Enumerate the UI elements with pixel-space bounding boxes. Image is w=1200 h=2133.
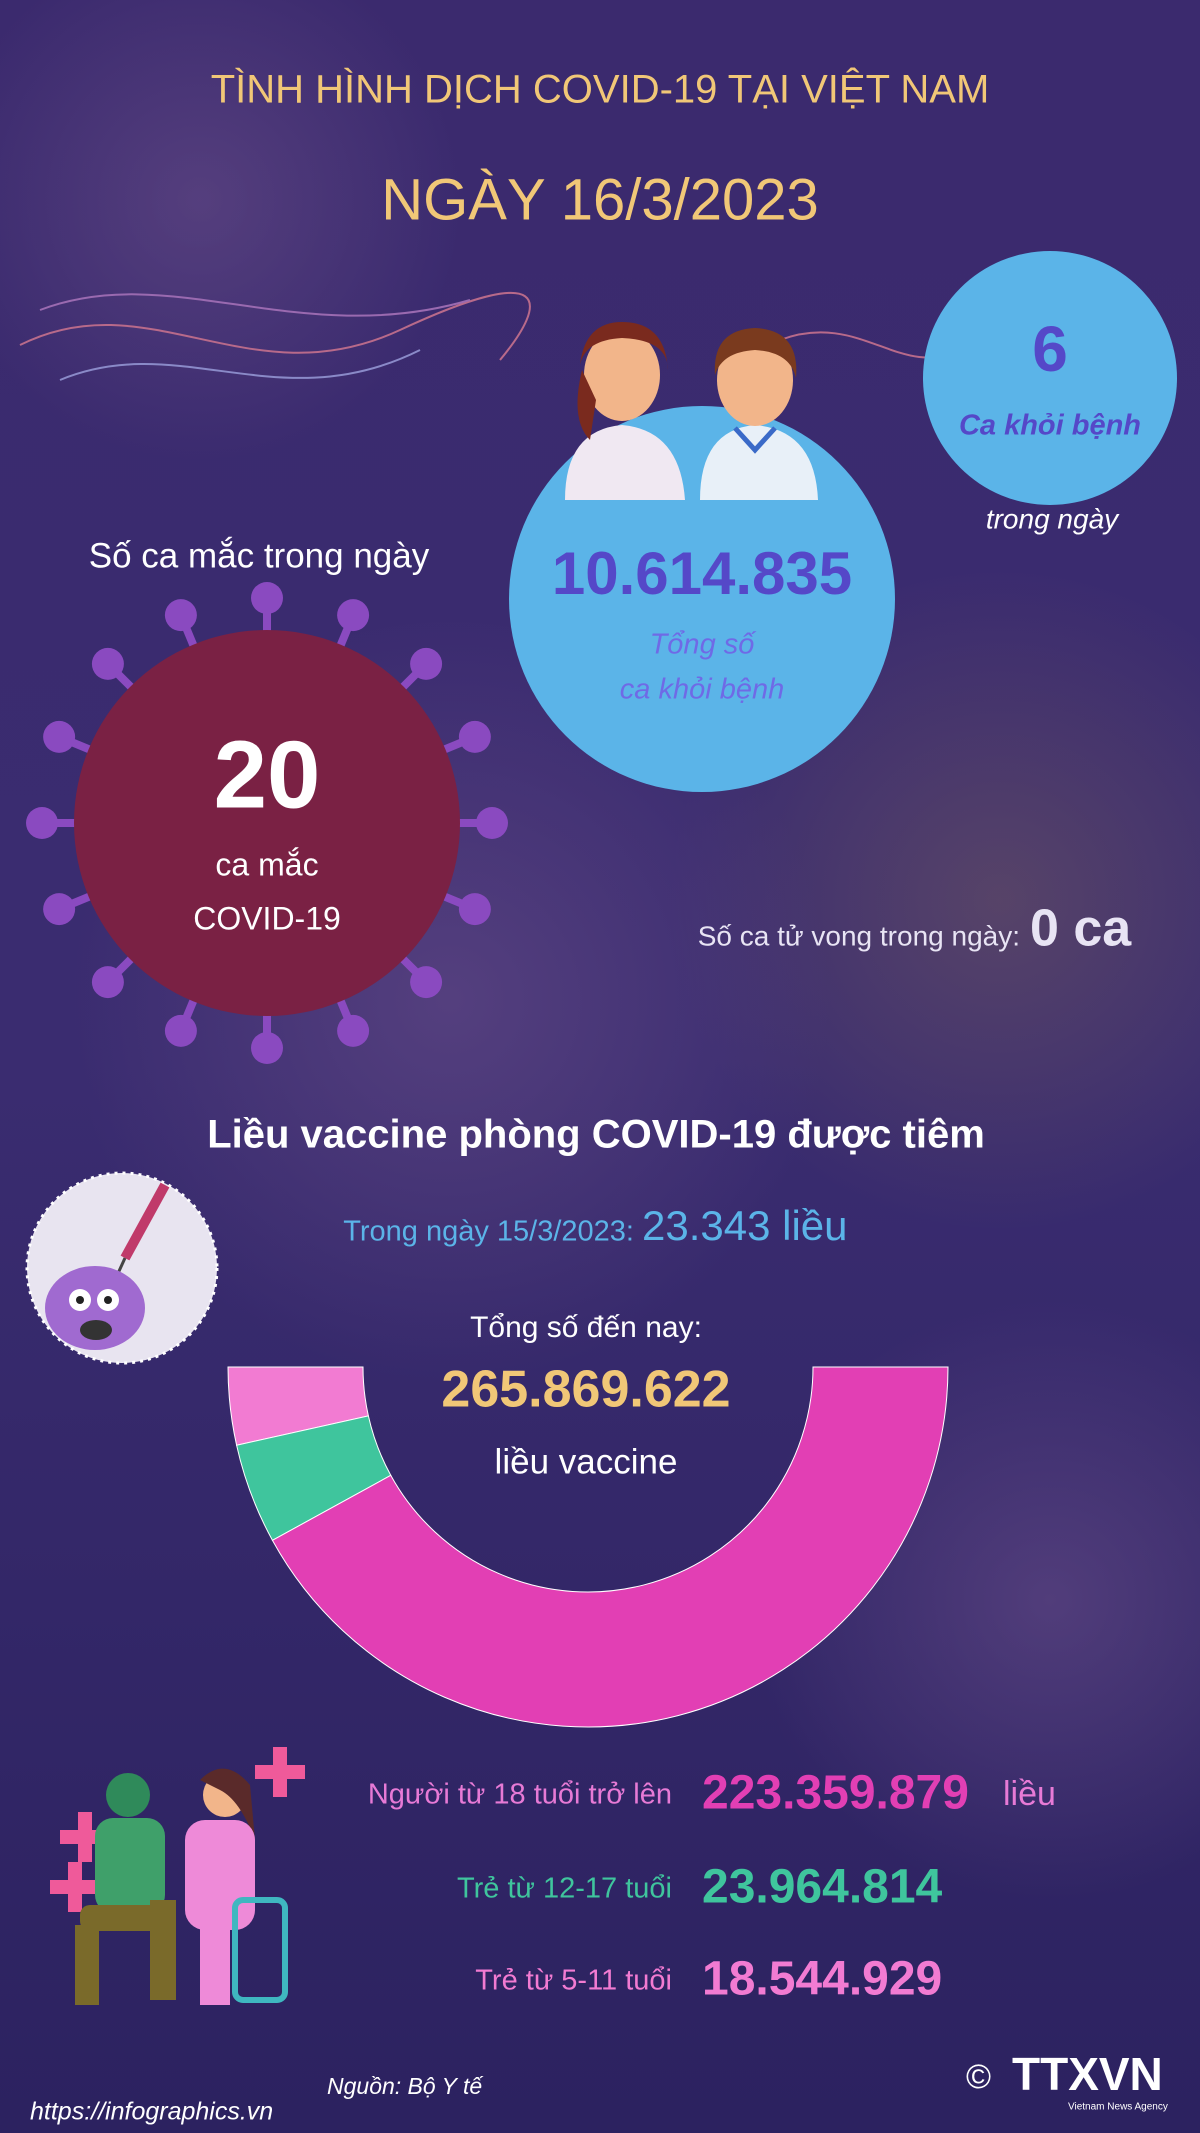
virus-spike-tip <box>43 893 76 926</box>
total-recovered-label: ca khỏi bệnh <box>620 674 784 706</box>
vaccine-title: Liều vaccine phòng COVID-19 được tiêm <box>207 1113 985 1157</box>
virus-spike-tip <box>251 582 283 614</box>
virus-spike-tip <box>26 807 58 839</box>
title: TÌNH HÌNH DỊCH COVID-19 TẠI VIỆT NAM <box>211 67 990 112</box>
group-value: 18.544.929 <box>702 1953 942 2006</box>
bg-blob <box>0 0 460 460</box>
virus-spike-tip <box>410 966 443 999</box>
daily-cases-value: 20 <box>214 721 321 828</box>
syringe-icon <box>25 1171 219 1365</box>
vaccine-total-label: Tổng số đến nay: <box>470 1311 702 1344</box>
vaccination-illustration <box>50 1747 305 2005</box>
daily-cases-unit: ca mắc <box>215 846 318 882</box>
daily-cases-heading: Số ca mắc trong ngày <box>89 536 430 575</box>
virus-spike-tip <box>458 720 491 753</box>
virus-spike-tip <box>164 599 197 632</box>
virus-spike-tip <box>476 807 508 839</box>
vaccine-daily-value: 23.343 liều <box>642 1202 848 1249</box>
agency: Vietnam News Agency <box>1068 2102 1168 2113</box>
virus-spike-tip <box>43 720 76 753</box>
source: Nguồn: Bộ Y tế <box>327 2073 484 2099</box>
virus-spike-tip <box>458 893 491 926</box>
deaths-value: 0 ca <box>1030 900 1132 958</box>
vaccine-total-unit: liều vaccine <box>495 1442 678 1481</box>
group-name: Người từ 18 tuổi trở lên <box>368 1779 672 1811</box>
vaccine-total-value: 265.869.622 <box>441 1361 730 1419</box>
recovered-today-circle <box>923 251 1177 505</box>
vaccine-groups: Người từ 18 tuổi trở lên 223.359.879 liều T… <box>368 1767 1056 2006</box>
logo: TTXVN <box>1012 2048 1163 2100</box>
copyright: © <box>966 2058 991 2096</box>
group-value: 23.964.814 <box>702 1861 943 1914</box>
group-name: Trẻ từ 12-17 tuổi <box>457 1873 672 1905</box>
recovered-today-label: Ca khỏi bệnh <box>959 410 1141 442</box>
group-unit: liều <box>1003 1775 1056 1813</box>
virus-body <box>74 630 460 1016</box>
group-name: Trẻ từ 5-11 tuổi <box>475 1965 672 1997</box>
recovered-today-note: trong ngày <box>986 503 1120 534</box>
donut-segment <box>271 1366 949 1728</box>
total-recovered-label: Tổng số <box>650 629 758 661</box>
total-recovered-value: 10.614.835 <box>552 540 852 607</box>
virus-spike-tip <box>410 647 443 680</box>
date: NGÀY 16/3/2023 <box>381 167 818 232</box>
virus-spike-tip <box>337 599 370 632</box>
patients-icon <box>565 322 818 500</box>
total-recovered-circle <box>509 406 895 792</box>
daily-cases-label: COVID-19 <box>193 900 341 936</box>
virus-spike-tip <box>251 1032 283 1064</box>
url: https://infographics.vn <box>30 2098 273 2126</box>
virus-spike-tip <box>91 647 124 680</box>
deaths-label: Số ca tử vong trong ngày: <box>698 920 1020 951</box>
vaccine-donut <box>227 1366 949 1728</box>
group-value: 223.359.879 <box>702 1767 969 1820</box>
virus-spike-tip <box>91 966 124 999</box>
virus-spike-tip <box>337 1014 370 1047</box>
recovered-today-value: 6 <box>1032 313 1068 385</box>
virus-spike-tip <box>164 1014 197 1047</box>
vaccine-daily-label: Trong ngày 15/3/2023: <box>343 1216 634 1248</box>
